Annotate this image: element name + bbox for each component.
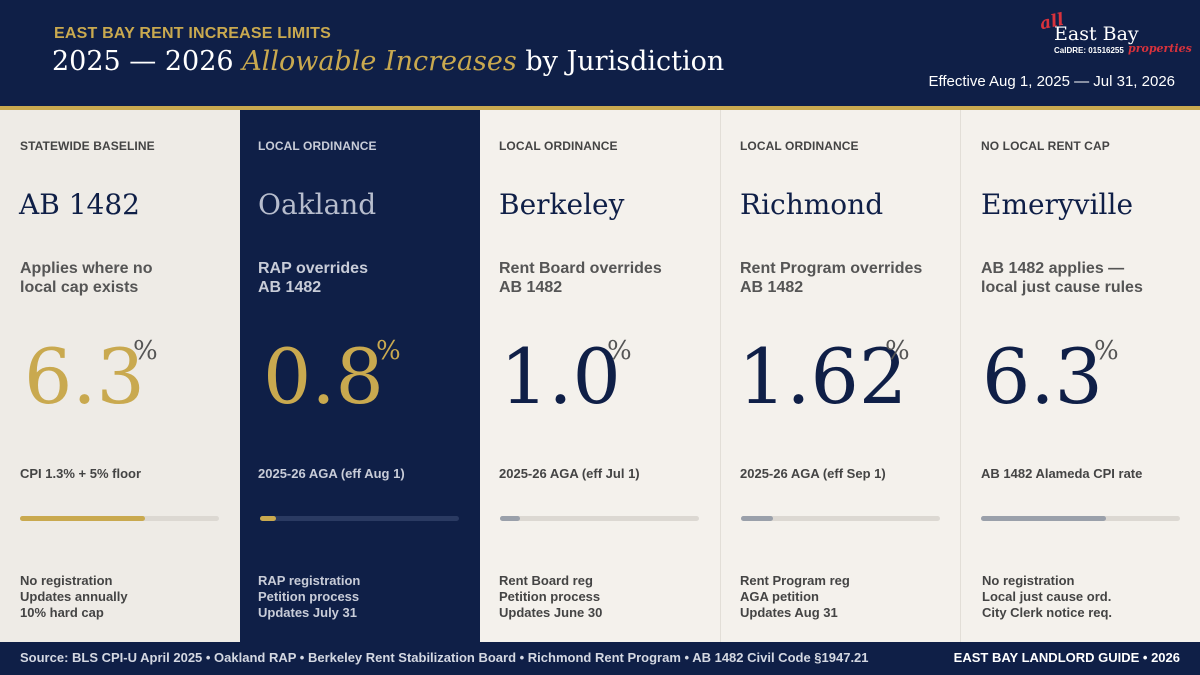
- card-description: AB 1482 applies — local just cause rules: [981, 259, 1186, 297]
- detail-item: Rent Board reg: [499, 573, 593, 588]
- detail-item: RAP registration: [258, 573, 361, 588]
- source-citation: Source: BLS CPI-U April 2025 • Oakland R…: [20, 650, 869, 665]
- card-oakland: LOCAL ORDINANCE Oakland RAP overrides AB…: [240, 110, 480, 642]
- description-line: Rent Board overrides: [499, 260, 662, 277]
- footer-bar: Source: BLS CPI-U April 2025 • Oakland R…: [0, 642, 1200, 675]
- card-details: Rent Board reg Petition process Updates …: [499, 573, 602, 621]
- detail-item: Local just cause ord.: [982, 589, 1112, 604]
- detail-item: Updates annually: [20, 589, 128, 604]
- card-richmond: LOCAL ORDINANCE Richmond Rent Program ov…: [720, 110, 960, 642]
- description-line: AB 1482: [499, 279, 563, 296]
- header-banner: EAST BAY RENT INCREASE LIMITS 2025 — 202…: [0, 0, 1200, 106]
- detail-item: 10% hard cap: [20, 605, 104, 620]
- card-name: Oakland: [258, 188, 377, 221]
- rate-bar-track: [981, 516, 1180, 521]
- card-details: No registration Local just cause ord. Ci…: [982, 573, 1112, 621]
- percent-sign: %: [133, 336, 158, 366]
- jurisdiction-columns: STATEWIDE BASELINE AB 1482 Applies where…: [0, 110, 1200, 642]
- logo-properties-text: properties: [1128, 42, 1192, 55]
- description-line: Rent Program overrides: [740, 260, 923, 277]
- brand-logo: all East Bay CalDRE: 01516255 properties: [1038, 10, 1192, 60]
- rate-bar-track: [20, 516, 219, 521]
- rate-bar-fill: [260, 516, 276, 521]
- description-line: Applies where no: [20, 260, 153, 277]
- detail-item: No registration: [20, 573, 113, 588]
- description-line: RAP overrides: [258, 260, 368, 277]
- detail-item: Updates July 31: [258, 605, 357, 620]
- percent-sign: %: [376, 336, 401, 366]
- rate-value: 0.8: [263, 332, 384, 421]
- rate-note: 2025-26 AGA (eff Sep 1): [740, 466, 886, 481]
- title-accent: Allowable Increases: [242, 46, 517, 77]
- effective-dates: Effective Aug 1, 2025 — Jul 31, 2026: [928, 73, 1175, 90]
- detail-item: Updates June 30: [499, 605, 603, 620]
- card-category: LOCAL ORDINANCE: [740, 139, 859, 153]
- page-title: 2025 — 2026 Allowable Increases by Juris…: [52, 46, 724, 77]
- rate-note: 2025-26 AGA (eff Jul 1): [499, 466, 640, 481]
- detail-item: Petition process: [499, 589, 601, 604]
- detail-item: City Clerk notice req.: [982, 605, 1113, 620]
- logo-name-text: East Bay: [1054, 23, 1139, 45]
- card-ab1482: STATEWIDE BASELINE AB 1482 Applies where…: [0, 110, 240, 642]
- description-line: AB 1482: [258, 279, 322, 296]
- card-description: Rent Board overrides AB 1482: [499, 259, 704, 297]
- rate-bar-fill: [981, 516, 1107, 521]
- rate-value: 6.3: [982, 332, 1103, 421]
- rate-value: 1.0: [500, 332, 621, 421]
- card-name: Berkeley: [499, 188, 625, 221]
- card-category: NO LOCAL RENT CAP: [981, 139, 1110, 153]
- rate-value: 1.62: [738, 332, 908, 421]
- rate-bar-fill: [20, 516, 146, 521]
- footer-brand: EAST BAY LANDLORD GUIDE • 2026: [953, 650, 1180, 665]
- card-description: Rent Program overrides AB 1482: [740, 259, 945, 297]
- header-divider: [0, 106, 1200, 110]
- detail-item: Petition process: [258, 589, 360, 604]
- detail-item: AGA petition: [740, 589, 819, 604]
- rate-value: 6.3: [24, 332, 145, 421]
- rate-bar-track: [741, 516, 940, 521]
- card-name: Richmond: [740, 188, 884, 221]
- card-category: LOCAL ORDINANCE: [499, 139, 618, 153]
- description-line: local just cause rules: [981, 279, 1143, 296]
- description-line: local cap exists: [20, 279, 139, 296]
- card-details: Rent Program reg AGA petition Updates Au…: [740, 573, 850, 621]
- eyebrow-title: EAST BAY RENT INCREASE LIMITS: [54, 25, 331, 42]
- logo-dre-text: CalDRE: 01516255: [1054, 46, 1124, 55]
- card-details: RAP registration Petition process Update…: [258, 573, 360, 621]
- card-details: No registration Updates annually 10% har…: [20, 573, 128, 621]
- description-line: AB 1482 applies —: [981, 260, 1125, 277]
- rate-note: 2025-26 AGA (eff Aug 1): [258, 466, 405, 481]
- card-berkeley: LOCAL ORDINANCE Berkeley Rent Board over…: [480, 110, 720, 642]
- percent-sign: %: [885, 336, 910, 366]
- card-description: Applies where no local cap exists: [20, 259, 225, 297]
- description-line: AB 1482: [740, 279, 804, 296]
- detail-item: Updates Aug 31: [740, 605, 838, 620]
- detail-item: Rent Program reg: [740, 573, 850, 588]
- percent-sign: %: [1094, 336, 1119, 366]
- percent-sign: %: [607, 336, 632, 366]
- rate-bar-fill: [500, 516, 520, 521]
- card-name: Emeryville: [981, 188, 1134, 221]
- rate-bar-fill: [741, 516, 773, 521]
- rate-bar-track: [260, 516, 459, 521]
- rate-note: AB 1482 Alameda CPI rate: [981, 466, 1143, 481]
- title-years: 2025 — 2026: [52, 46, 243, 77]
- detail-item: No registration: [982, 573, 1075, 588]
- title-suffix: by Jurisdiction: [516, 46, 725, 77]
- card-emeryville: NO LOCAL RENT CAP Emeryville AB 1482 app…: [960, 110, 1200, 642]
- rate-bar-track: [500, 516, 699, 521]
- card-category: STATEWIDE BASELINE: [20, 139, 155, 153]
- card-name: AB 1482: [19, 188, 140, 221]
- card-description: RAP overrides AB 1482: [258, 259, 463, 297]
- card-category: LOCAL ORDINANCE: [258, 139, 377, 153]
- rate-note: CPI 1.3% + 5% floor: [20, 466, 142, 481]
